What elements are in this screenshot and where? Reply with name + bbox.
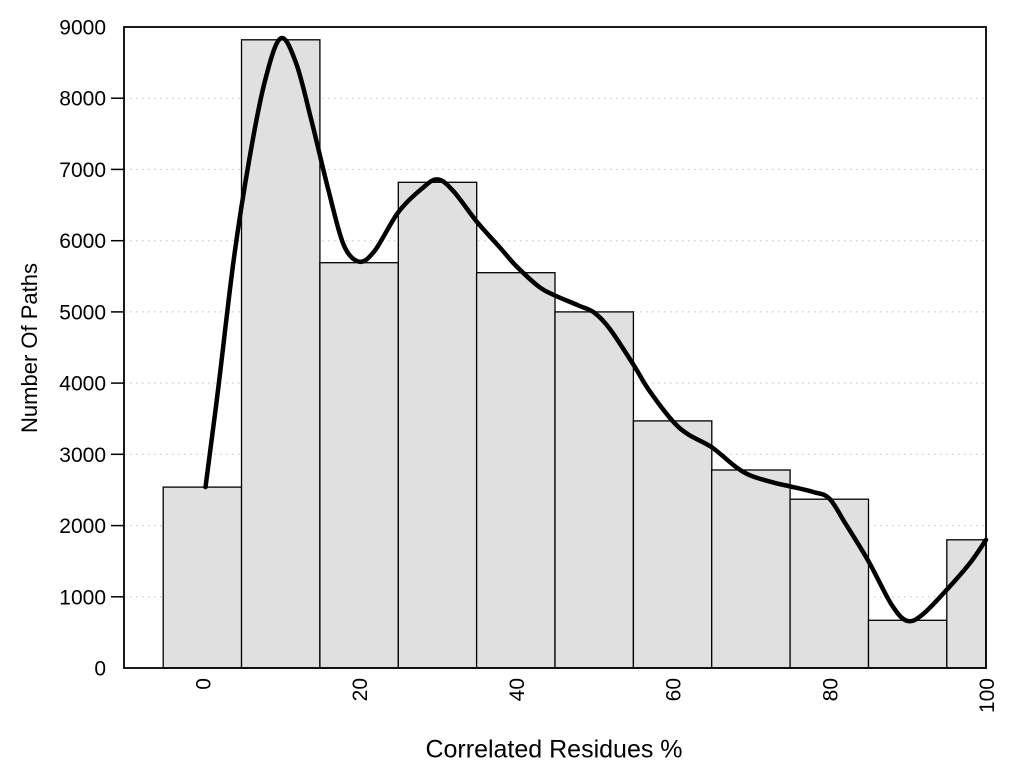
y-tick-label: 1000 [59,586,106,609]
y-axis-title: Number Of Paths [17,263,42,433]
x-tick-label: 40 [506,678,529,701]
x-tick-label: 80 [819,678,842,701]
histogram-bar [867,619,948,669]
x-axis-title: Correlated Residues % [425,735,683,764]
y-tick-label: 9000 [59,17,106,40]
x-tick-label: 0 [192,678,215,690]
y-tick-label: 5000 [59,301,106,324]
histogram-bar [789,498,870,669]
y-tick-label: 3000 [59,444,106,467]
histogram-bar [946,539,987,669]
y-tick-label: 2000 [59,515,106,538]
histogram-bar [632,420,713,669]
y-tick-label: 0 [94,658,106,681]
y-tick-label: 8000 [59,88,106,111]
x-tick-label: 100 [976,678,999,713]
y-tick-label: 4000 [59,373,106,396]
y-tick-label: 6000 [59,230,106,253]
density-curve [203,35,989,624]
x-tick-label: 60 [663,678,686,701]
histogram-bar [554,311,635,669]
histogram-bar [711,469,791,669]
histogram-bar [162,486,243,669]
histogram-bar [475,272,556,669]
plot-border [123,26,987,669]
x-tick-label: 20 [349,678,372,701]
histogram-bar [319,262,399,669]
histogram-bar [240,39,321,669]
y-tick-label: 7000 [59,159,106,182]
histogram-bar [397,181,478,669]
